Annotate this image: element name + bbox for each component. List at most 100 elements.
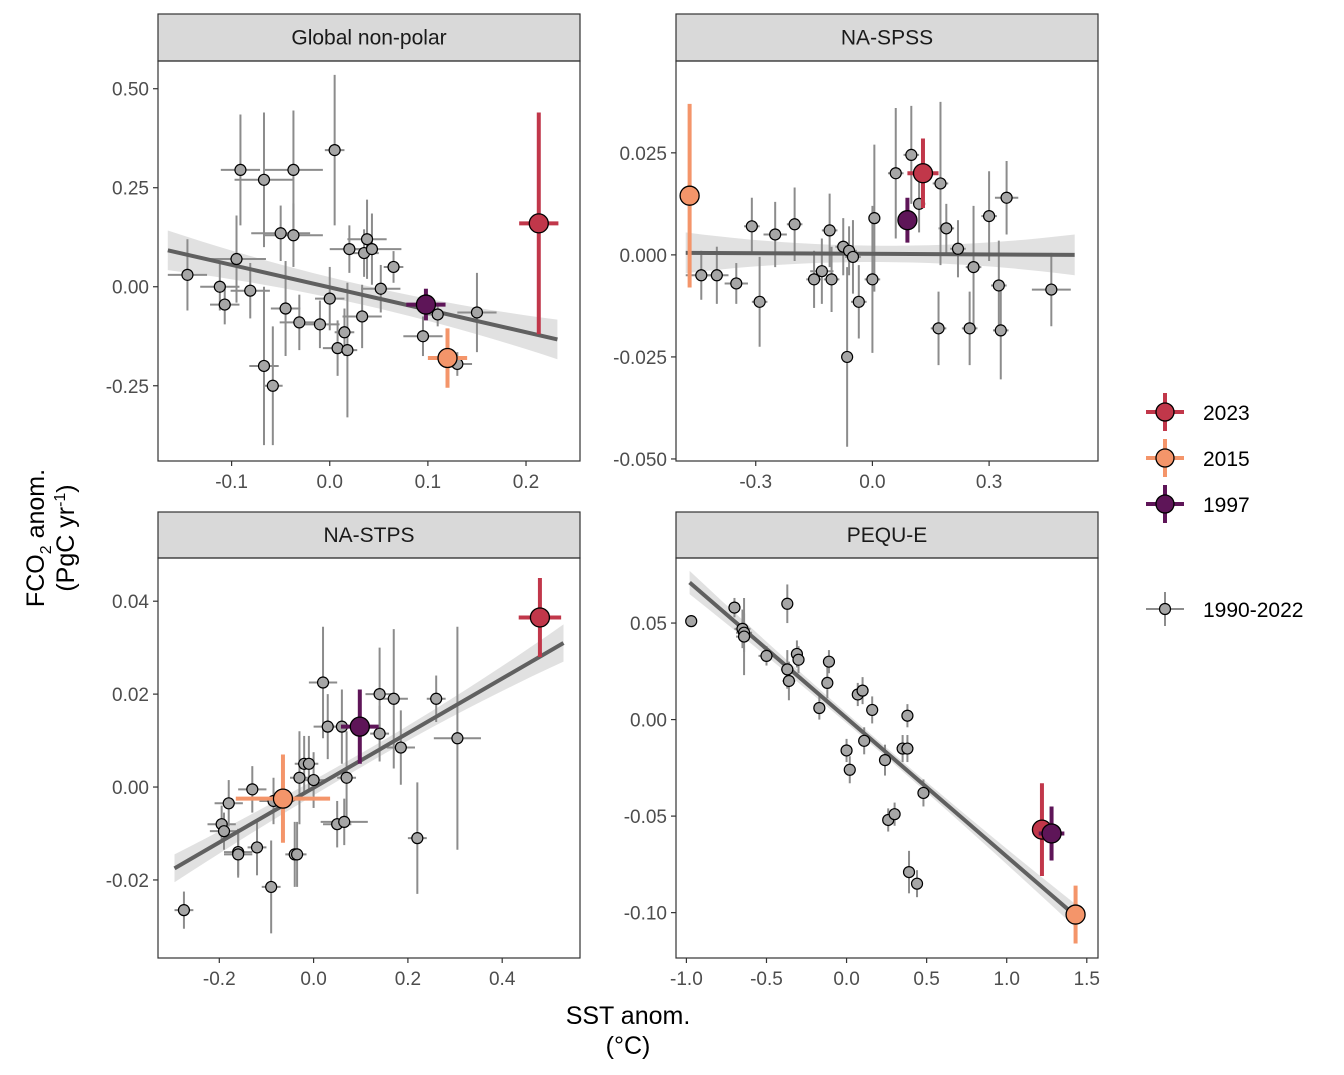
history-point [279,302,292,315]
history-point [821,676,834,690]
y-tick-label: -0.25 [106,377,149,398]
history-point [373,727,386,740]
panel-3: NA-STPS -0.2 0.0 0.2 0.4 -0.02 0.00 0.02 0.04 [106,511,581,990]
history-point [917,786,930,800]
x-tick-label: 1.0 [994,969,1020,990]
y-tick-label: -0.02 [106,871,149,892]
y-axis-title-line1: FCO2 anom. [22,469,55,607]
history-point [356,310,369,323]
history-point [840,744,853,757]
x-tick-label: 0.5 [913,969,939,990]
history-point [328,144,341,157]
history-point [451,732,464,745]
history-point [843,763,856,776]
x-axis-title-line1: SST anom. [566,1002,691,1030]
y-tick-label: -0.050 [613,450,667,471]
history-point [411,832,424,845]
history-point [992,279,1005,292]
history-point [177,904,191,917]
facet-strip-4 [675,511,1099,559]
event-point-1997 [415,294,437,315]
history-point [963,322,976,335]
history-point [846,250,860,264]
facet-strip-3 [157,511,581,559]
history-point [321,720,334,733]
x-tick-label: -0.1 [215,472,248,493]
event-point-2015 [272,788,294,809]
history-point [287,163,300,177]
history-point [181,268,194,281]
history-point [234,163,247,177]
y-tick-label: 0.00 [112,778,149,799]
x-tick-label: 0.2 [395,969,421,990]
panel-border-4 [675,557,1099,959]
x-tick-label: 0.2 [513,472,539,493]
history-point [866,703,879,717]
history-point [856,684,869,697]
history-point [360,233,374,246]
legend-item-1997: 1997 [1146,485,1250,523]
facet-title-3: NA-STPS [323,524,414,547]
panel-1: Global non-polar -0.1 0.0 0.1 0.2 -0.25 0.00 0.… [106,13,581,493]
history-point [1000,191,1013,204]
y-tick-label: 0.025 [619,144,667,165]
history-point [387,260,400,274]
history-point [232,848,245,861]
history-point [781,663,794,676]
x-axis-title-line2: (°C) [606,1032,651,1060]
history-point [293,316,306,329]
panel-2: NA-SPSS -0.3 0.0 0.3 -0.050 -0.025 0.000 0.025 [613,13,1099,493]
history-point [217,825,231,838]
history-point [994,324,1007,337]
history-point [813,701,826,715]
chart-panels: Global non-polar -0.1 0.0 0.1 0.2 -0.25 0.00 0.… [106,13,1100,990]
event-point-1997 [897,210,918,231]
history-point [737,630,751,643]
history-point [257,173,271,186]
history-point [967,261,980,274]
plot-area-2 [679,101,1075,447]
history-point [822,655,836,668]
facet-strip-2 [675,13,1099,62]
history-point [246,783,259,796]
history-point [807,273,821,286]
legend-item-history: 1990-2022 [1146,592,1303,626]
history-point [430,692,443,705]
regression-line-3 [173,641,565,871]
history-point [932,322,945,335]
history-point [313,318,327,331]
legend-marker-2023 [1155,402,1175,422]
history-point [982,210,996,223]
history-point [338,815,351,828]
panel-4: PEQU-E -1.0 -0.5 0.0 0.5 1.0 1.5 -0.10 -0.05 0.00… [624,511,1100,990]
x-tick-label: 0.0 [317,472,343,493]
history-point [274,227,287,240]
x-tick-label: 0.0 [833,969,859,990]
history-point [230,252,243,266]
history-point [387,692,400,705]
x-tick-label: 0.0 [300,969,326,990]
history-point [901,742,914,755]
history-point [823,224,836,237]
x-tick-label: -0.5 [750,969,783,990]
history-point [331,342,344,355]
history-point [781,597,794,610]
history-point [290,848,304,861]
history-point [905,148,918,161]
history-point [431,308,444,321]
history-point [250,841,264,854]
history-point [788,218,801,231]
x-tick-label: -0.3 [739,472,772,493]
history-point [825,273,838,286]
x-tick-label: 1.5 [1074,969,1100,990]
facet-title-4: PEQU-E [847,524,928,547]
history-point [218,298,231,311]
legend-label-2015: 2015 [1203,448,1250,471]
history-point [341,344,354,357]
confidence-band-3 [174,624,564,883]
history-point [340,771,353,784]
history-point [792,653,805,666]
history-point [901,709,914,722]
history-point [287,229,300,242]
history-point [852,295,865,308]
